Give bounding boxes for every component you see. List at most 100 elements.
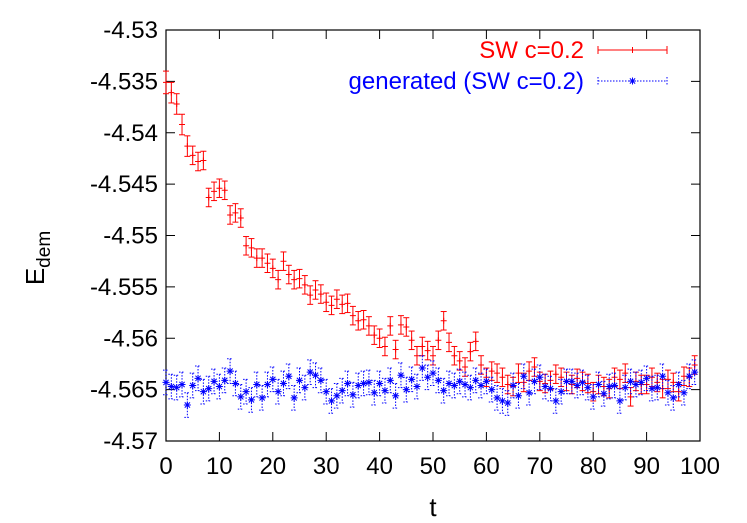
data-point	[355, 317, 362, 324]
data-point	[312, 371, 320, 379]
y-tick-label: -4.565	[90, 377, 158, 404]
y-tick-label: -4.545	[90, 171, 158, 198]
y-axis-label: E	[20, 268, 50, 285]
data-point	[333, 296, 340, 303]
data-point	[365, 322, 372, 329]
svg-text:Edem: Edem	[20, 231, 55, 285]
data-point	[424, 373, 432, 381]
data-point	[494, 370, 501, 377]
data-point	[376, 379, 384, 387]
data-point	[627, 377, 635, 385]
data-point	[210, 377, 218, 385]
data-point	[424, 347, 431, 354]
data-point	[264, 260, 271, 267]
data-point	[338, 387, 346, 395]
data-point	[354, 382, 362, 390]
data-point	[515, 370, 522, 377]
data-point	[392, 392, 400, 400]
data-point	[349, 312, 356, 319]
data-point	[248, 244, 255, 251]
data-point	[227, 211, 234, 218]
data-point	[605, 383, 613, 391]
data-point	[371, 332, 378, 339]
data-point	[205, 194, 212, 201]
data-point	[168, 89, 175, 96]
data-point	[669, 394, 677, 402]
data-point	[290, 394, 298, 402]
data-point	[418, 364, 426, 372]
data-point	[621, 384, 629, 392]
x-tick-label: 50	[420, 453, 447, 480]
data-point	[258, 394, 266, 402]
data-point	[163, 79, 169, 86]
data-point	[541, 383, 549, 391]
data-point	[328, 302, 335, 309]
data-point	[557, 388, 565, 396]
data-point	[328, 397, 336, 405]
data-point	[520, 372, 528, 380]
x-axis-label: t	[429, 492, 437, 522]
y-tick-label: -4.54	[103, 120, 158, 147]
data-point	[285, 271, 292, 278]
data-point	[275, 276, 282, 283]
data-point	[242, 388, 250, 396]
data-point	[434, 376, 442, 384]
data-point	[179, 121, 186, 128]
y-tick-label: -4.56	[103, 325, 158, 352]
data-point	[296, 376, 303, 384]
data-point	[381, 387, 389, 395]
data-point	[579, 378, 587, 386]
data-point	[451, 352, 458, 359]
data-point	[259, 255, 266, 262]
data-point	[339, 301, 346, 308]
data-point	[312, 286, 319, 293]
data-point	[178, 380, 186, 388]
data-point	[397, 321, 404, 328]
data-point	[269, 375, 277, 383]
data-point	[183, 401, 191, 409]
data-point	[450, 382, 458, 390]
x-tick-label: 40	[366, 453, 393, 480]
data-point	[504, 381, 511, 388]
data-point	[467, 348, 474, 355]
data-point	[195, 158, 202, 165]
legend: SW c=0.2 generated (SW c=0.2)	[349, 37, 668, 95]
data-point	[429, 369, 437, 377]
y-tick-label: -4.55	[103, 223, 158, 250]
data-point	[392, 346, 399, 353]
x-tick-label: 70	[526, 453, 553, 480]
data-point	[221, 187, 228, 194]
data-point	[349, 391, 357, 399]
data-point	[472, 338, 479, 345]
data-point	[637, 378, 645, 386]
data-point	[653, 384, 661, 392]
x-tick-label: 80	[580, 453, 607, 480]
data-point	[360, 316, 367, 323]
data-point	[526, 368, 533, 375]
data-point	[498, 397, 506, 405]
data-point	[333, 392, 341, 400]
data-point	[499, 374, 506, 381]
data-point	[552, 397, 560, 405]
data-point	[440, 317, 447, 324]
x-tick-label: 100	[680, 453, 720, 480]
data-point	[317, 376, 325, 384]
data-point	[280, 258, 287, 265]
data-point	[360, 379, 368, 387]
data-point	[488, 386, 496, 394]
data-point	[446, 339, 453, 346]
data-point	[430, 352, 436, 359]
data-point	[387, 322, 394, 329]
data-point	[514, 392, 522, 400]
data-point	[226, 367, 234, 375]
data-point	[200, 157, 207, 164]
data-point	[189, 382, 197, 390]
data-point	[205, 385, 213, 393]
data-point	[381, 343, 388, 350]
y-axis-ticks: -4.57 -4.565 -4.56 -4.555 -4.55 -4.545 -4.54 -4…	[90, 17, 700, 455]
data-point	[413, 383, 421, 391]
generated-series	[162, 355, 699, 418]
data-point	[317, 291, 324, 298]
data-point	[307, 292, 314, 299]
data-point	[408, 375, 416, 383]
